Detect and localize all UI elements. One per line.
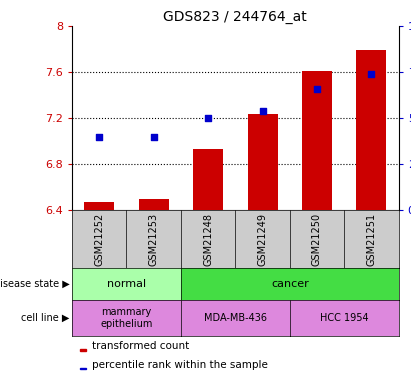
Text: GSM21252: GSM21252 <box>94 213 104 266</box>
Point <box>314 86 320 92</box>
Text: disease state ▶: disease state ▶ <box>0 279 70 289</box>
Point <box>205 115 211 121</box>
Text: percentile rank within the sample: percentile rank within the sample <box>92 360 268 370</box>
Bar <box>80 349 85 351</box>
Text: mammary
epithelium: mammary epithelium <box>100 307 152 328</box>
Bar <box>247 114 277 210</box>
Text: transformed count: transformed count <box>92 341 189 351</box>
Text: GSM21248: GSM21248 <box>203 213 213 266</box>
Text: HCC 1954: HCC 1954 <box>320 313 369 323</box>
Text: cancer: cancer <box>271 279 309 289</box>
Text: MDA-MB-436: MDA-MB-436 <box>204 313 267 323</box>
Text: GSM21250: GSM21250 <box>312 213 322 266</box>
Text: GSM21251: GSM21251 <box>367 213 376 266</box>
Text: cell line ▶: cell line ▶ <box>21 313 70 323</box>
Bar <box>193 149 223 210</box>
Bar <box>356 50 386 210</box>
Point <box>150 134 157 140</box>
Bar <box>84 202 114 210</box>
Point <box>368 71 375 77</box>
Title: GDS823 / 244764_at: GDS823 / 244764_at <box>164 10 307 24</box>
Point <box>96 134 102 140</box>
Text: GSM21253: GSM21253 <box>149 213 159 266</box>
Bar <box>80 368 85 369</box>
Text: GSM21249: GSM21249 <box>258 213 268 266</box>
Text: normal: normal <box>107 279 146 289</box>
Bar <box>302 71 332 210</box>
Point <box>259 108 266 114</box>
Bar <box>139 198 169 210</box>
